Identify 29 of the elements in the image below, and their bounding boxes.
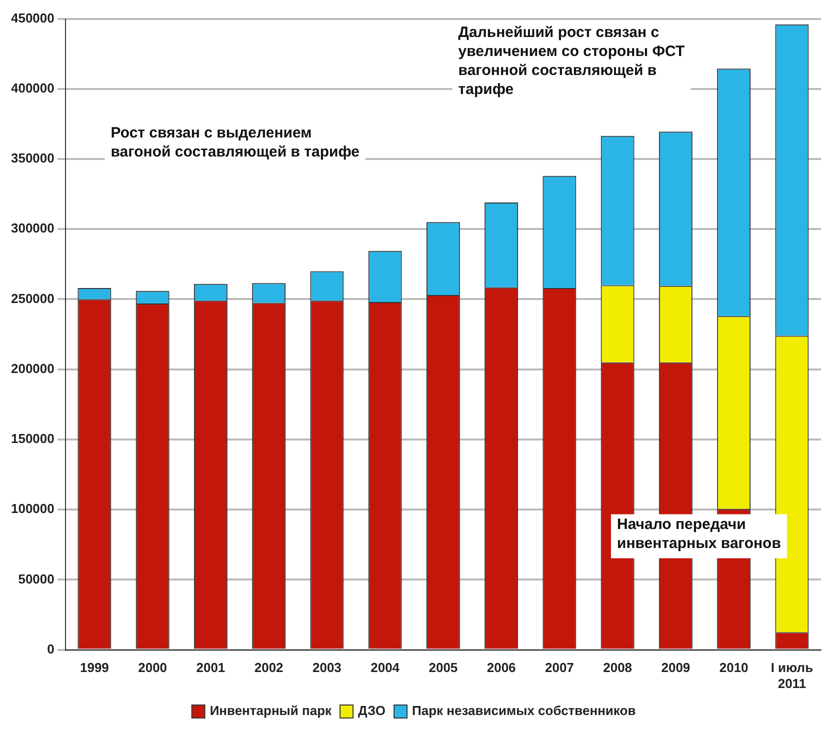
x-tick-label: 2006: [486, 660, 516, 676]
y-tick-label: 300000: [10, 220, 54, 236]
legend-label: ДЗО: [358, 703, 386, 718]
x-tick-label: 2001: [196, 660, 226, 676]
y-tick-label: 100000: [10, 501, 54, 516]
legend-label: Инвентарный парк: [210, 703, 332, 718]
y-tick-label: 350000: [10, 150, 54, 166]
legend-label: Парк независимых собственников: [412, 703, 636, 718]
x-tick-label: 2004: [370, 660, 400, 676]
y-tick-label: 0: [47, 641, 54, 656]
y-tick-label: 250000: [10, 290, 54, 306]
annotation: Дальнейший рост связан с увеличением со стороны ФСТ вагонной составляющей в тарифе: [458, 24, 685, 98]
x-tick-label: 2010: [719, 660, 748, 676]
x-tick-label: 2000: [138, 660, 168, 676]
x-tick-label: 2007: [544, 660, 574, 676]
x-tick-label: 2002: [254, 660, 284, 676]
x-tick-label: I июль 2011: [770, 660, 814, 691]
x-tick-label: 1999: [80, 660, 109, 676]
y-tick-label: 150000: [10, 431, 54, 446]
x-tick-label: 2009: [661, 660, 690, 676]
x-tick-label: 2003: [312, 660, 342, 676]
x-tick-label: 2005: [428, 660, 458, 676]
annotation: Начало передачи инвентарных вагонов: [616, 516, 781, 552]
y-tick-label: 50000: [18, 571, 54, 586]
y-tick-label: 200000: [10, 360, 54, 376]
x-tick-label: 2008: [603, 660, 632, 676]
y-tick-label: 400000: [10, 80, 54, 96]
y-tick-label: 450000: [10, 10, 54, 26]
annotation: Рост связан с выделением вагоной составляющей в тарифе: [110, 124, 360, 161]
